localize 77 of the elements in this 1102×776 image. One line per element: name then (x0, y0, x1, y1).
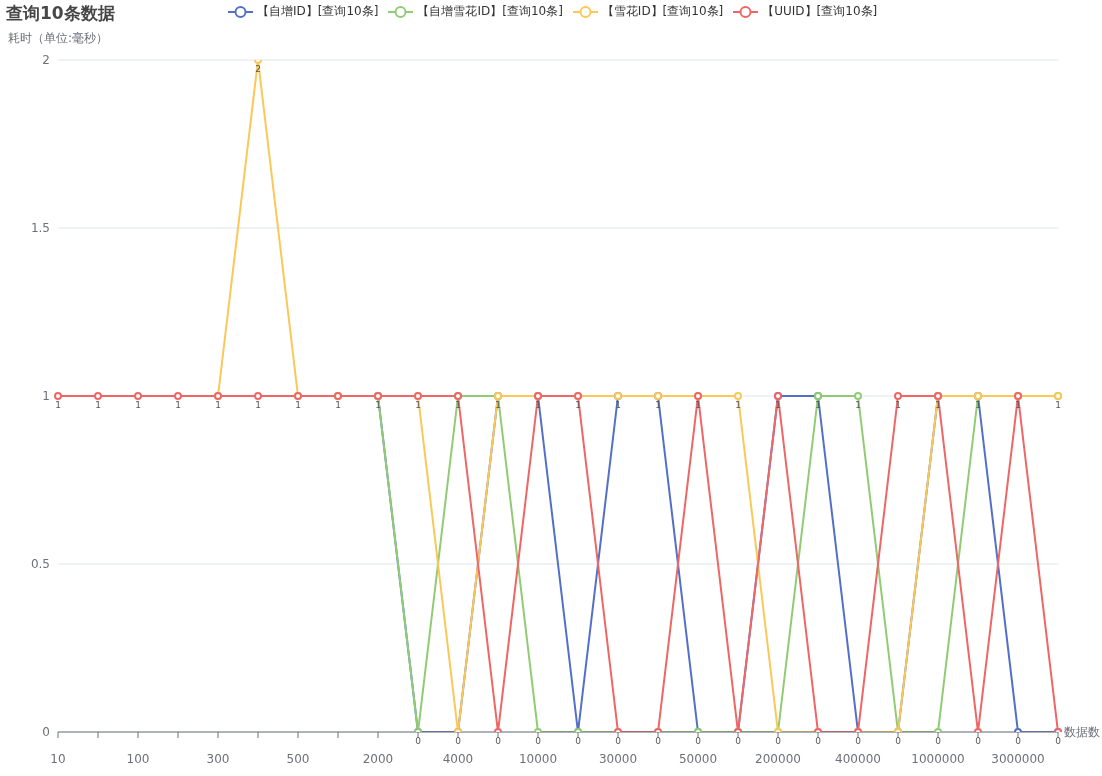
data-label: 1 (175, 400, 181, 411)
data-label: 0 (695, 736, 702, 747)
data-label: 0 (895, 736, 902, 747)
point (254, 392, 262, 400)
data-label: 1 (855, 400, 861, 411)
data-label: 1 (655, 400, 661, 411)
data-label: 1 (895, 400, 901, 411)
data-label: 1 (1015, 400, 1021, 411)
y-tick-label: 1 (42, 389, 50, 404)
data-label: 0 (615, 736, 622, 747)
point (854, 392, 862, 400)
point (734, 392, 742, 400)
x-tick-label: 500 (286, 751, 310, 766)
data-label: 1 (335, 400, 341, 411)
data-label: 1 (135, 400, 141, 411)
data-label: 2 (255, 64, 261, 75)
y-tick-label: 0 (42, 725, 50, 740)
data-label: 1 (735, 400, 741, 411)
y-tick-label: 1.5 (30, 221, 50, 236)
x-tick-label: 50000 (678, 751, 718, 766)
x-tick-label: 200000 (755, 751, 801, 766)
data-label: 1 (815, 400, 821, 411)
data-label: 1 (415, 400, 421, 411)
data-label: 0 (1055, 736, 1062, 747)
data-label: 0 (415, 736, 422, 747)
x-tick-label: 100 (126, 751, 150, 766)
data-label: 0 (1015, 736, 1022, 747)
x-tick-label: 300 (206, 751, 230, 766)
y-axis-title: 耗时（单位:毫秒） (8, 30, 109, 47)
legend-label: 【UUID】[查询10条] (762, 3, 878, 20)
legend-label: 【自增雪花ID】[查询10条] (417, 3, 563, 20)
x-tick-label: 4000 (442, 751, 474, 766)
data-label: 0 (735, 736, 742, 747)
data-label: 1 (535, 400, 541, 411)
data-label: 1 (495, 400, 501, 411)
x-axis-title: 数据数 (1064, 724, 1100, 741)
point (94, 392, 102, 400)
data-label: 1 (975, 400, 981, 411)
y-tick-label: 2 (42, 53, 50, 68)
data-label: 0 (775, 736, 782, 747)
chart-title: 查询10条数据 (6, 2, 115, 25)
data-label: 1 (455, 400, 461, 411)
data-label: 1 (255, 400, 261, 411)
data-label: 1 (935, 400, 941, 411)
x-tick-label: 10 (50, 751, 66, 766)
data-label: 0 (975, 736, 982, 747)
x-tick-label: 3000000 (991, 751, 1045, 766)
data-label: 1 (55, 400, 61, 411)
data-label: 1 (95, 400, 101, 411)
data-label: 0 (455, 736, 462, 747)
data-label: 1 (215, 400, 221, 411)
data-label: 1 (1055, 400, 1061, 411)
point (134, 392, 142, 400)
data-label: 0 (655, 736, 662, 747)
data-label: 0 (855, 736, 862, 747)
data-label: 0 (575, 736, 582, 747)
point (54, 392, 62, 400)
x-tick-label: 30000 (598, 751, 638, 766)
data-label: 0 (495, 736, 502, 747)
x-tick-label: 1000000 (911, 751, 965, 766)
x-tick-label: 10000 (518, 751, 558, 766)
data-label: 0 (535, 736, 542, 747)
point (894, 392, 902, 400)
data-label: 0 (935, 736, 942, 747)
data-label: 1 (695, 400, 701, 411)
data-label: 0 (815, 736, 822, 747)
x-tick-label: 400000 (835, 751, 881, 766)
data-label: 1 (375, 400, 381, 411)
y-tick-label: 0.5 (30, 557, 50, 572)
point (174, 392, 182, 400)
x-tick-label: 2000 (362, 751, 394, 766)
legend-label: 【自增ID】[查询10条] (257, 3, 379, 20)
data-label: 1 (575, 400, 581, 411)
data-label: 1 (775, 400, 781, 411)
data-label: 1 (295, 400, 301, 411)
data-label: 1 (615, 400, 621, 411)
legend-label: 【雪花ID】[查询10条] (601, 3, 724, 20)
